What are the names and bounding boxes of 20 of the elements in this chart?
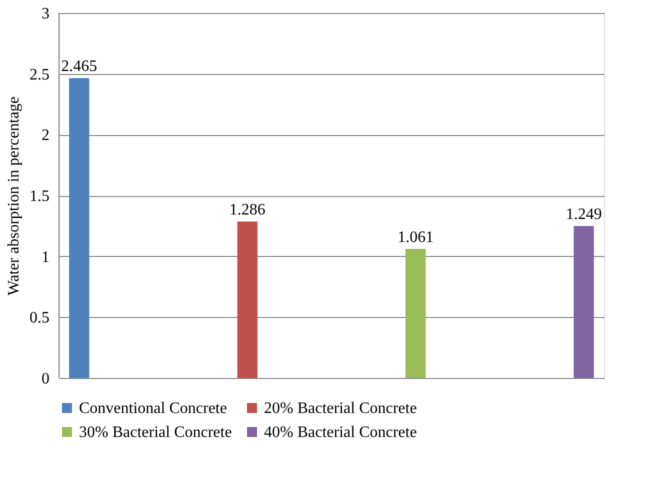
legend-label: 20% Bacterial Concrete	[264, 400, 417, 417]
legend-label: Conventional Concrete	[79, 400, 227, 417]
data-label: 2.465	[61, 58, 98, 76]
bar	[406, 248, 426, 378]
y-tick-label: 2	[42, 127, 50, 144]
legend-label: 40% Bacterial Concrete	[264, 424, 417, 441]
y-tick-label: 1	[42, 248, 50, 266]
y-tick-label: 0.5	[30, 310, 50, 327]
legend-label: 30% Bacterial Concrete	[79, 424, 232, 441]
y-tick-label: 3	[42, 6, 50, 22]
data-label: 1.061	[398, 228, 434, 246]
y-tick-label: 0	[42, 370, 50, 388]
data-label: 1.286	[229, 202, 266, 219]
y-tick-label: 2.5	[30, 66, 50, 84]
y-axis-title: Water absorption in percentage	[6, 96, 22, 296]
data-label: 1.249	[566, 206, 602, 224]
y-tick-label: 1.5	[30, 188, 50, 205]
bar	[237, 222, 258, 378]
bar	[69, 78, 90, 378]
bar	[574, 226, 594, 378]
